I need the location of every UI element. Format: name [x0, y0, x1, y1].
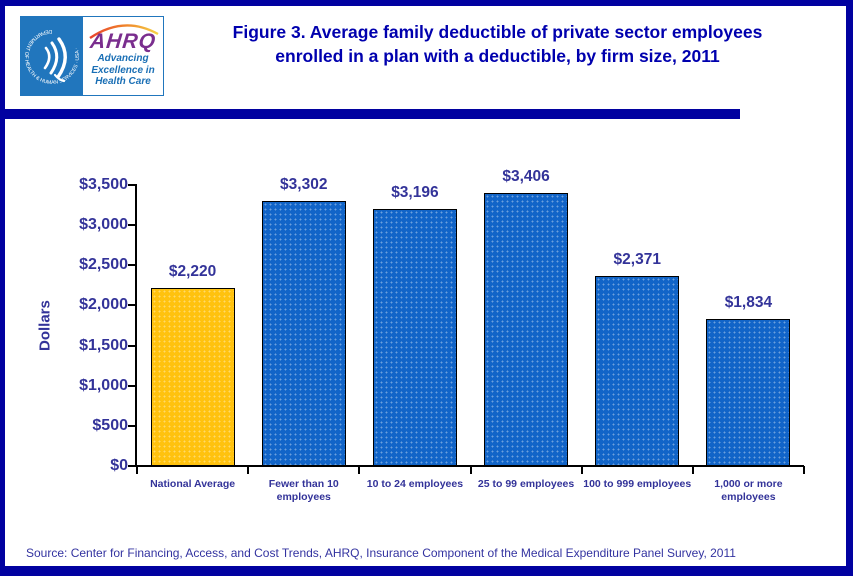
- y-tick: [128, 384, 137, 387]
- x-tick: [136, 466, 138, 474]
- source-note: Source: Center for Financing, Access, an…: [26, 546, 736, 560]
- bar-value-label: $1,834: [724, 293, 773, 311]
- bar-value-label: $2,220: [168, 262, 217, 280]
- y-axis-line: [135, 184, 137, 467]
- bar-value-label: $2,371: [613, 250, 661, 268]
- x-tick: [469, 466, 472, 474]
- border-right: [846, 0, 853, 576]
- category-label: 25 to 99 employees: [477, 478, 575, 490]
- bar-value-label: $3,196: [391, 184, 439, 202]
- y-tick-label: $1,500: [79, 336, 128, 354]
- category-label: 1,000 or more employees: [714, 478, 783, 503]
- ahrq-hhs-logo: DEPARTMENT OF HEALTH & HUMAN SERVICES · …: [20, 16, 164, 96]
- bar: [372, 209, 457, 466]
- y-tick: [128, 224, 137, 227]
- y-tick: [128, 184, 137, 186]
- x-tick: [691, 466, 694, 474]
- y-tick: [128, 465, 137, 467]
- y-tick: [128, 264, 137, 267]
- rainbow-arc-icon: [89, 24, 159, 39]
- ahrq-logo-panel: AHRQ Advancing Excellence in Health Care: [83, 17, 163, 95]
- bar: [150, 287, 235, 466]
- hhs-seal-graphic: DEPARTMENT OF HEALTH & HUMAN SERVICES · …: [23, 28, 81, 86]
- bar-value-label: $3,302: [280, 175, 328, 193]
- figure-title: Figure 3. Average family deductible of p…: [175, 20, 820, 68]
- y-tick: [128, 344, 137, 347]
- category-label: Fewer than 10 employees: [268, 478, 339, 503]
- y-tick-label: $1,000: [79, 376, 128, 394]
- y-tick: [128, 304, 137, 307]
- category-label: 100 to 999 employees: [583, 478, 692, 490]
- x-tick: [247, 466, 250, 474]
- border-bottom: [0, 566, 853, 576]
- bar: [706, 318, 791, 466]
- y-tick-label: $500: [92, 416, 128, 434]
- bar: [484, 192, 569, 466]
- y-tick-label: $2,500: [79, 256, 128, 274]
- y-tick: [128, 424, 137, 427]
- border-top: [0, 0, 853, 6]
- y-tick-label: $0: [110, 457, 128, 474]
- bar: [261, 200, 346, 466]
- logo-tagline-line: Health Care: [95, 76, 151, 87]
- y-tick-label: $2,000: [79, 296, 128, 314]
- y-tick-label: $3,000: [79, 216, 128, 234]
- logo-tagline-line: Excellence in: [91, 64, 155, 76]
- header-divider: [0, 109, 740, 119]
- hhs-eagle-icon: [43, 37, 67, 83]
- figure-title-line2: enrolled in a plan with a deductible, by…: [275, 46, 720, 66]
- hhs-seal: DEPARTMENT OF HEALTH & HUMAN SERVICES · …: [21, 17, 83, 95]
- x-tick: [580, 466, 583, 474]
- category-label: 10 to 24 employees: [366, 478, 464, 490]
- figure-title-line1: Figure 3. Average family deductible of p…: [232, 22, 763, 42]
- logo-tagline-line: Advancing: [97, 53, 149, 64]
- bar: [595, 275, 680, 466]
- x-tick: [803, 466, 805, 474]
- bar-value-label: $3,406: [502, 167, 550, 185]
- x-tick: [358, 466, 361, 474]
- border-left: [0, 0, 5, 576]
- y-tick-label: $3,500: [79, 176, 128, 193]
- category-label: National Average: [150, 478, 236, 490]
